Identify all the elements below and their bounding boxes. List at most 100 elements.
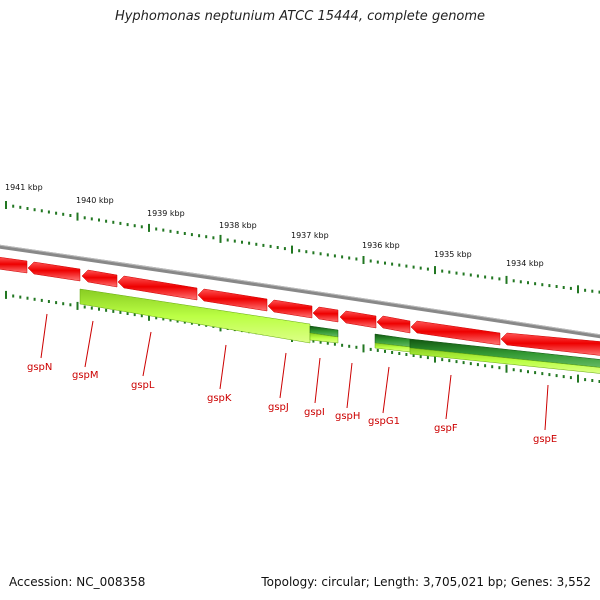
major-tick [148,223,150,232]
gene-arrow[interactable] [81,269,118,288]
gene-label-gspH[interactable]: gspH [335,411,360,422]
minor-tick [155,227,158,231]
major-tick [76,301,79,310]
gene-label-gspE[interactable]: gspE [533,434,557,445]
gene-arrow[interactable] [312,306,339,323]
minor-tick [498,366,501,370]
minor-tick [484,364,487,368]
gene-arrow[interactable] [376,315,411,334]
minor-tick [441,358,444,362]
minor-tick [326,341,329,345]
minor-tick [262,243,265,247]
gene-label-gspK[interactable]: gspK [207,393,232,404]
major-tick [5,290,7,299]
gene-block[interactable] [309,332,339,344]
minor-tick [248,241,251,245]
gene-label-gspM[interactable]: gspM [72,370,99,381]
minor-tick [298,249,301,253]
minor-tick [541,283,544,287]
gene-arrow[interactable] [197,288,268,312]
gene-label-gspN[interactable]: gspN [27,362,52,373]
minor-tick [255,242,258,246]
gene-label-gspL[interactable]: gspL [131,380,155,391]
minor-tick [469,273,472,277]
minor-tick [19,295,22,299]
minor-tick [512,368,515,372]
kbp-label: 1934 kbp [506,259,544,268]
major-tick [148,312,150,321]
minor-tick [548,284,551,288]
minor-tick [62,212,65,216]
gene-arrow[interactable] [267,299,313,319]
minor-tick [305,250,308,254]
minor-tick [448,270,451,274]
minor-tick [312,339,315,343]
minor-tick [491,365,494,369]
minor-tick [241,240,243,244]
minor-tick [12,294,15,298]
major-tick [362,344,365,353]
kbp-label: 1939 kbp [147,209,185,218]
minor-tick [112,309,115,313]
minor-tick [333,254,336,258]
minor-tick [183,320,186,324]
major-tick [76,212,79,221]
minor-tick [376,348,379,352]
gene-block[interactable] [79,288,311,344]
gene-arrow[interactable] [339,310,377,329]
forward-strand-genes [79,288,600,374]
minor-tick [119,221,122,225]
minor-tick [341,255,344,259]
gene-block[interactable] [409,338,600,368]
minor-tick [391,262,394,266]
minor-tick [62,302,65,306]
major-tick [434,354,436,363]
gene-arrow[interactable] [410,320,501,346]
minor-tick [198,234,201,238]
minor-tick [491,276,494,280]
gene-label-gspI[interactable]: gspI [304,407,325,418]
minor-tick [98,307,100,311]
minor-tick [541,372,544,376]
gene-label-gspF[interactable]: gspF [434,423,458,434]
minor-tick [555,285,558,288]
genome-summary-text: Topology: circular; Length: 3,705,021 bp… [261,575,591,589]
minor-tick [55,301,58,305]
gene-arrow[interactable] [117,275,198,301]
gene-label-gspG1[interactable]: gspG1 [368,416,400,427]
minor-tick [126,312,129,315]
minor-tick [155,316,158,320]
minor-tick [98,218,100,222]
gene-label-gspJ[interactable]: gspJ [268,402,289,413]
accession-text: Accession: NC_008358 [9,575,146,589]
minor-tick [55,211,58,215]
minor-tick [519,280,522,284]
minor-tick [426,267,429,271]
minor-tick [47,300,50,303]
minor-tick [233,239,236,243]
minor-tick [412,354,415,357]
minor-tick [341,343,344,347]
minor-tick [83,305,86,309]
minor-tick [40,209,43,213]
minor-tick [598,380,600,383]
minor-tick [562,375,565,379]
minor-tick [140,314,143,318]
major-tick [577,285,579,294]
minor-tick [319,340,322,344]
minor-tick [405,353,408,356]
minor-tick [176,319,179,323]
gene-arrow[interactable] [0,257,28,274]
gene-arrow[interactable] [27,261,81,282]
gene-arrow[interactable] [500,332,600,356]
minor-tick [205,235,208,239]
kbp-label: 1937 kbp [291,231,329,240]
minor-tick [469,362,472,366]
minor-tick [183,232,186,235]
gene-labels: gspN gspM gspL gspK gspJ gspI gspH gspG1… [27,362,557,445]
reverse-strand-genes [0,257,600,356]
major-tick [362,256,365,264]
minor-tick [348,344,351,348]
minor-tick [355,345,358,349]
gene-block[interactable] [409,347,600,374]
